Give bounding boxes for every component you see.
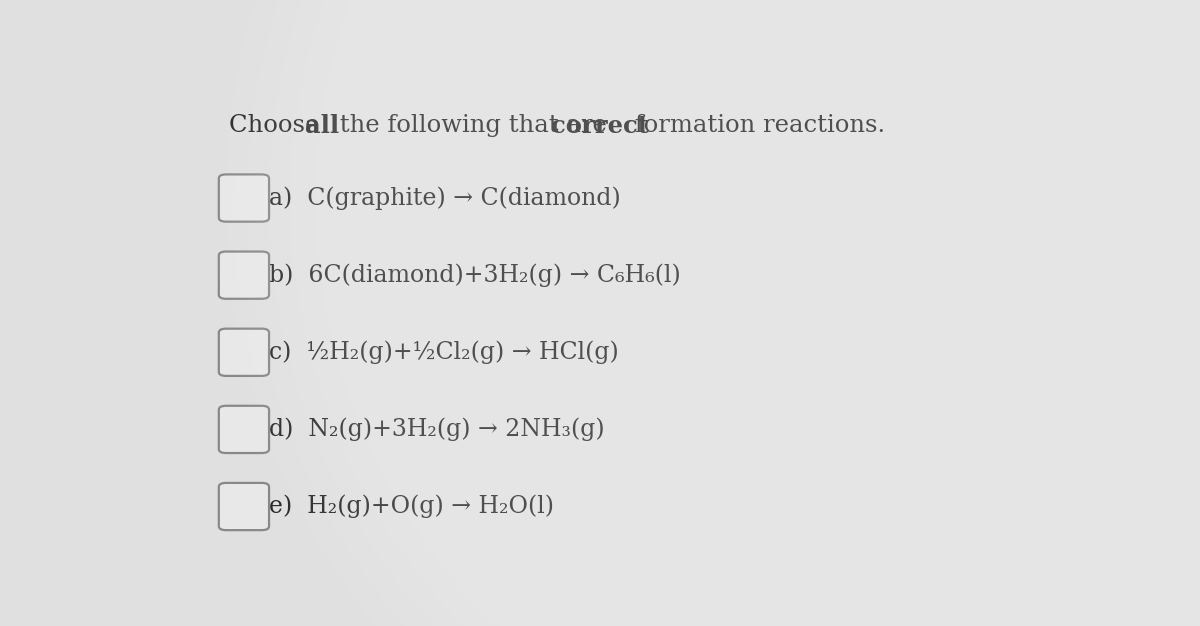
Text: e)  H₂(g)+O(g) → H₂O(l): e) H₂(g)+O(g) → H₂O(l) (269, 495, 554, 518)
Text: the following that are: the following that are (331, 114, 614, 137)
Text: a)  C(graphite) → C(diamond): a) C(graphite) → C(diamond) (269, 187, 620, 210)
FancyBboxPatch shape (218, 406, 269, 453)
Text: d)  N₂(g)+3H₂(g) → 2NH₃(g): d) N₂(g)+3H₂(g) → 2NH₃(g) (269, 418, 605, 441)
Text: all: all (305, 114, 340, 138)
Text: b)  6C(diamond)+3H₂(g) → C₆H₆(l): b) 6C(diamond)+3H₂(g) → C₆H₆(l) (269, 264, 680, 287)
Text: Choose: Choose (229, 114, 328, 137)
FancyBboxPatch shape (218, 175, 269, 222)
Text: correct: correct (551, 114, 648, 138)
FancyBboxPatch shape (218, 252, 269, 299)
Text: c)  ½H₂(g)+½Cl₂(g) → HCl(g): c) ½H₂(g)+½Cl₂(g) → HCl(g) (269, 341, 619, 364)
Text: formation reactions.: formation reactions. (626, 114, 884, 137)
FancyBboxPatch shape (218, 483, 269, 530)
FancyBboxPatch shape (218, 329, 269, 376)
